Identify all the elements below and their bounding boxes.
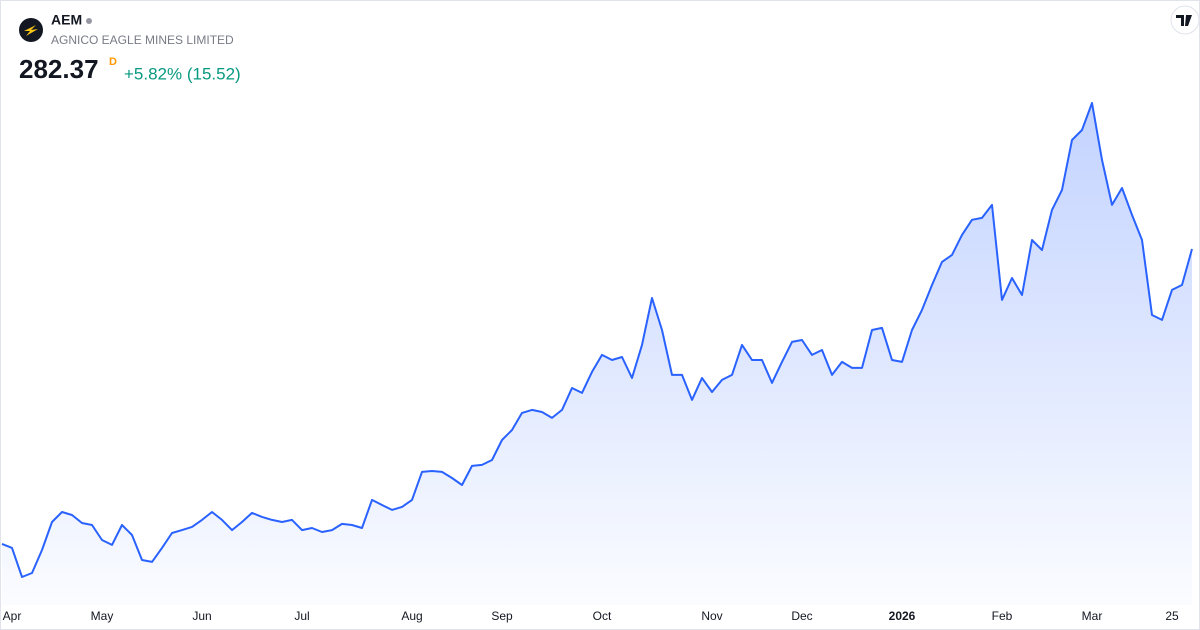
x-tick-label: 2026 [889,609,916,623]
plot: Apr May Jun Jul Aug Sep Oct Nov Dec 2026 Feb Mar 25 [1,102,1193,623]
x-tick-label: Mar [1082,609,1103,623]
x-tick-label: Dec [791,609,812,623]
x-tick-label: Nov [701,609,722,623]
status-dot [86,18,92,24]
change: +5.82% (15.52) [124,64,241,83]
interval: D [109,56,117,68]
x-tick-label: Feb [992,609,1013,623]
logo-mark [24,25,38,36]
tv-logo [1176,15,1192,26]
x-tick-label: Apr [3,609,22,623]
x-tick-label: May [91,609,114,623]
x-tick-label: Oct [593,609,612,623]
tv-badge[interactable] [1170,5,1200,35]
price-line [1,102,1193,578]
x-tick-label: Jul [294,609,309,623]
area-fill [2,103,1192,605]
x-tick-label: Aug [401,609,422,623]
symbol: AEM [51,12,82,28]
price: 282.37 [19,54,99,84]
x-tick-label: 25 [1165,609,1179,623]
x-tick-label: Sep [491,609,513,623]
company-name: AGNICO EAGLE MINES LIMITED [51,33,234,47]
x-tick-label: Jun [192,609,211,623]
